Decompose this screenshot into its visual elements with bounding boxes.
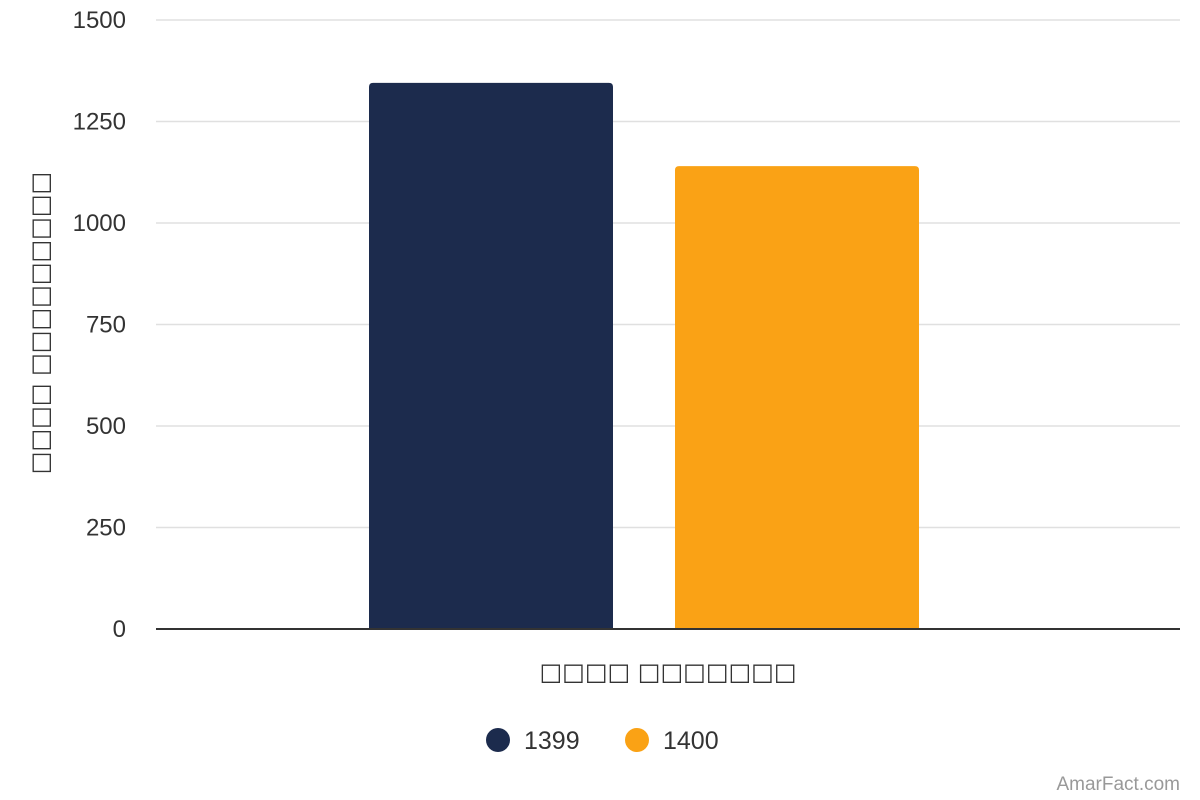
bars: [369, 82, 919, 630]
y-axis-ticks: 0 250 500 750 1000 1250 1500: [73, 7, 126, 643]
y-tick-label: 1000: [73, 210, 126, 237]
bar-1399: [369, 82, 613, 630]
y-tick-label: 1500: [73, 7, 126, 34]
legend-label-1400: 1400: [663, 727, 719, 755]
y-tick-label: 0: [113, 616, 126, 643]
y-axis-title: □□□□ □□□□□□□□□: [26, 172, 54, 474]
y-tick-label: 1250: [73, 109, 126, 136]
y-tick-label: 250: [86, 515, 126, 542]
x-axis-title: □□□□ □□□□□□□: [539, 658, 796, 686]
legend-marker-1400: [625, 728, 649, 752]
legend-label-1399: 1399: [524, 727, 580, 755]
watermark: AmarFact.com: [1056, 774, 1180, 795]
y-tick-label: 500: [86, 413, 126, 440]
legend-marker-1399: [486, 728, 510, 752]
bar-1400: [675, 166, 919, 629]
legend: 1399 1400: [486, 727, 719, 755]
y-tick-label: 750: [86, 312, 126, 339]
gridlines: [156, 19, 1180, 529]
